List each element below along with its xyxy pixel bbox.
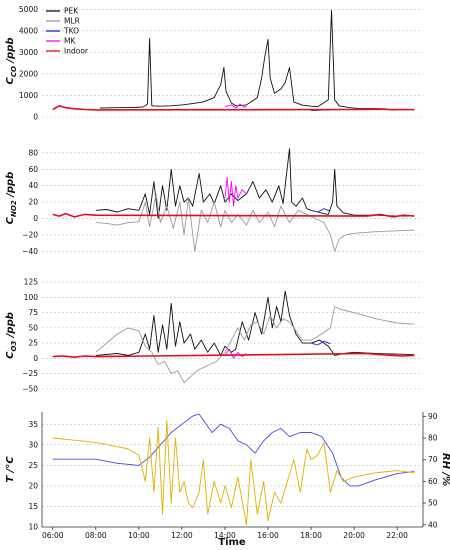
x-tick-label: 16:00 xyxy=(257,531,279,540)
co-panel: 0 1000 2000 3000 4000 5000 CCO /ppb PEKMLRTKOMK… xyxy=(5,5,423,122)
x-tick-label: 12:00 xyxy=(171,531,193,540)
y-tick-label: 60 xyxy=(28,165,38,174)
y-tick-label: 0 xyxy=(33,354,38,363)
y-tick-label: 3000 xyxy=(19,48,38,57)
y-tick-label: 75 xyxy=(28,308,38,317)
y-tick-label: 15 xyxy=(28,502,38,511)
y-tick-label: 25 xyxy=(28,339,38,348)
series-line-pek xyxy=(95,148,415,219)
y-tick-label: 100 xyxy=(24,293,39,302)
series-line-rh xyxy=(52,420,415,526)
y-tick-label: 20 xyxy=(28,481,38,490)
y-tick-label: 40 xyxy=(28,181,38,190)
y2-tick-label: 50 xyxy=(428,499,438,508)
y-tick-label: 20 xyxy=(28,198,38,207)
series-line-mlr xyxy=(95,306,415,384)
o3-panel: −50 −25 0 25 50 75 100 125 CO3 /ppb xyxy=(5,278,423,393)
x-tick-label: 22:00 xyxy=(386,531,408,540)
y-tick-label: 35 xyxy=(28,420,38,429)
y-tick-label: −25 xyxy=(22,369,38,378)
y-tick-label: 2000 xyxy=(19,69,38,78)
y-tick-label: 25 xyxy=(28,461,38,470)
series-line-mlr xyxy=(95,193,415,252)
y-tick-label: 0 xyxy=(33,113,38,122)
x-tick-label: 20:00 xyxy=(343,531,365,540)
y-tick-label: 50 xyxy=(28,323,38,332)
y-tick-label: −40 xyxy=(22,247,38,256)
series-line-pek xyxy=(95,290,415,356)
y2-axis-label: RH /% xyxy=(440,453,450,486)
legend-entry-label: PEK xyxy=(64,7,79,16)
y-tick-label: 125 xyxy=(24,278,39,287)
y-tick-label: 5000 xyxy=(19,5,38,14)
x-tick-label: 14:00 xyxy=(214,531,236,540)
x-tick-label: 08:00 xyxy=(85,531,107,540)
y-tick-label: 0 xyxy=(33,214,38,223)
y-tick-label: −50 xyxy=(22,384,38,393)
legend-entry-label: TKO xyxy=(63,27,79,36)
series-line-indoor xyxy=(52,352,415,358)
y-tick-label: 1000 xyxy=(19,91,38,100)
y-axis-label: CNO2 /ppb xyxy=(5,172,18,225)
y-tick-label: −20 xyxy=(22,230,38,239)
series-line-pek xyxy=(100,9,387,110)
y-tick-label: 80 xyxy=(28,148,38,157)
y-tick-label: 30 xyxy=(28,440,38,449)
y2-tick-label: 70 xyxy=(428,455,438,464)
x-axis-label: Time xyxy=(218,537,246,548)
series-line-t xyxy=(52,413,415,487)
y2-tick-label: 60 xyxy=(428,477,438,486)
legend-entry-label: MK xyxy=(64,37,76,46)
y-tick-label: 10 xyxy=(28,523,38,532)
legend-entry-label: Indoor xyxy=(64,47,89,56)
series-line-tko xyxy=(310,340,331,346)
temperature-humidity-panel: 10 15 20 25 30 35 T /°C 40 50 60 70 80 90 RH /% 06:00 0… xyxy=(5,412,450,540)
series-line-mk xyxy=(224,103,247,109)
y-axis-label: CO3 /ppb xyxy=(5,312,18,359)
x-tick-label: 10:00 xyxy=(128,531,150,540)
y2-tick-label: 40 xyxy=(428,520,438,529)
x-tick-label: 06:00 xyxy=(42,531,64,540)
series-line-mk xyxy=(224,177,247,207)
x-tick-label: 18:00 xyxy=(300,531,322,540)
y2-tick-label: 80 xyxy=(428,434,438,443)
legend-entry-label: MLR xyxy=(64,17,80,26)
series-line-mk xyxy=(224,348,247,359)
y-tick-label: 4000 xyxy=(19,26,38,35)
y-axis-label: T /°C xyxy=(5,456,16,483)
no2-panel: −40 −20 0 20 40 60 80 CNO2 /ppb xyxy=(5,148,423,256)
y-axis-label: CCO /ppb xyxy=(5,37,18,84)
series-line-indoor xyxy=(52,212,415,218)
series-line-indoor xyxy=(52,105,415,111)
y2-tick-label: 90 xyxy=(428,412,438,421)
series-line-tko xyxy=(310,208,331,213)
